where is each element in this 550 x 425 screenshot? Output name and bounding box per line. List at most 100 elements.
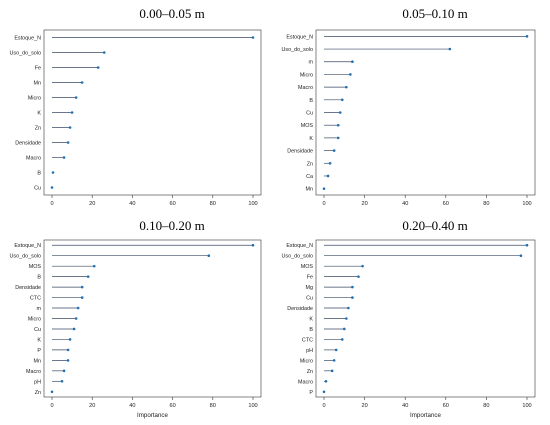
x-tick-label: 60 (443, 201, 449, 207)
category-label: K (37, 337, 41, 343)
category-label: B (37, 171, 41, 177)
category-label: m (309, 60, 314, 66)
lollipop-point (68, 126, 72, 129)
lollipop-point (322, 187, 326, 190)
lollipop-point (251, 36, 255, 39)
category-label: Uso_do_solo (282, 47, 313, 53)
category-label: MOS (29, 264, 42, 270)
category-label: Densidade (15, 141, 41, 147)
lollipop-point (50, 390, 54, 394)
lollipop-point (51, 171, 55, 174)
lollipop-point (349, 73, 352, 76)
category-label: Cu (306, 296, 313, 302)
lollipop-point (357, 275, 360, 278)
x-tick-label: 40 (402, 201, 408, 207)
lollipop-point (519, 254, 523, 257)
category-label: Estoque_N (286, 34, 313, 40)
lollipop-point (70, 111, 74, 114)
lollipop-point (336, 136, 340, 140)
category-label: Mn (34, 358, 42, 364)
lollipop-point (80, 285, 84, 289)
category-label: Uso_do_solo (282, 254, 313, 260)
category-label: pH (34, 379, 41, 385)
lollipop-point (76, 306, 80, 310)
panel-title-2: 0.05–0.10 m (402, 6, 468, 21)
lollipop-point (345, 317, 348, 320)
lollipop-point (351, 285, 354, 289)
category-label: MOS (301, 264, 314, 270)
lollipop-point (340, 338, 344, 341)
lollipop-point (525, 35, 529, 38)
panel-title-3: 0.10–0.20 m (139, 218, 205, 233)
x-tick-label: 80 (210, 403, 216, 409)
category-label: Cu (306, 111, 313, 117)
category-label: Macro (26, 156, 41, 162)
x-tick-label: 100 (248, 201, 257, 207)
category-label: Zn (307, 161, 313, 167)
lollipop-point (74, 317, 78, 320)
x-tick-label: 40 (129, 201, 135, 207)
lollipop-point (338, 111, 342, 114)
x-tick-label: 60 (443, 403, 449, 409)
category-label: Densidade (287, 149, 313, 155)
category-label: Micro (300, 72, 313, 78)
panel-title-1: 0.00–0.05 m (139, 6, 205, 21)
lollipop-point (72, 327, 76, 331)
lollipop-point (66, 359, 70, 362)
lollipop-point (334, 348, 338, 352)
lollipop-point (62, 156, 66, 159)
plot-frame (315, 239, 536, 398)
lollipop-point (351, 296, 354, 299)
category-label: CTC (302, 337, 313, 343)
category-label: Micro (300, 358, 313, 364)
lollipop-point (86, 275, 90, 278)
lollipop-point (351, 60, 354, 64)
x-tick-label: 80 (483, 201, 489, 207)
x-tick-label: 60 (169, 201, 175, 207)
x-tick-label: 20 (361, 201, 367, 207)
category-label: Zn (307, 369, 313, 375)
x-tick-label: 100 (248, 403, 257, 409)
x-tick-label: 100 (522, 201, 531, 207)
x-tick-label: 20 (361, 403, 367, 409)
plot-frame (315, 29, 536, 196)
lollipop-point (68, 338, 72, 341)
category-label: Fe (307, 275, 313, 281)
lollipop-point (326, 174, 330, 178)
lollipop-point (361, 264, 364, 268)
plot-frame (43, 239, 262, 398)
lollipop-point (347, 306, 350, 310)
category-label: Micro (28, 317, 41, 323)
panel-title-4: 0.20–0.40 m (402, 218, 468, 233)
x-tick-label: 40 (402, 403, 408, 409)
lollipop-point (50, 186, 54, 189)
category-label: m (37, 306, 42, 312)
lollipop-point (343, 327, 346, 331)
lollipop-point (207, 254, 211, 257)
lollipop-point (74, 96, 78, 99)
lollipop-point (96, 66, 100, 69)
category-label: Cu (34, 186, 41, 192)
lollipop-point (60, 380, 64, 383)
category-label: Mg (306, 285, 314, 291)
category-label: CTC (30, 296, 41, 302)
category-label: Zn (35, 390, 41, 396)
category-label: Uso_do_solo (10, 254, 41, 260)
category-label: Estoque_N (14, 243, 41, 249)
category-label: Micro (28, 96, 41, 102)
lollipop-point (336, 123, 340, 127)
lollipop-point (525, 243, 529, 247)
lollipop-point (102, 51, 106, 54)
plot-frame (43, 29, 262, 196)
lollipop-point (332, 359, 336, 362)
lollipop-point (330, 369, 334, 373)
category-label: Macro (298, 379, 313, 385)
lollipop-point (80, 81, 84, 84)
x-axis-title: Importance (137, 412, 169, 419)
category-label: K (309, 317, 313, 323)
category-label: Mn (306, 187, 314, 193)
lollipop-point (324, 380, 328, 383)
lollipop-point (92, 264, 96, 268)
lollipop-point (340, 98, 344, 102)
